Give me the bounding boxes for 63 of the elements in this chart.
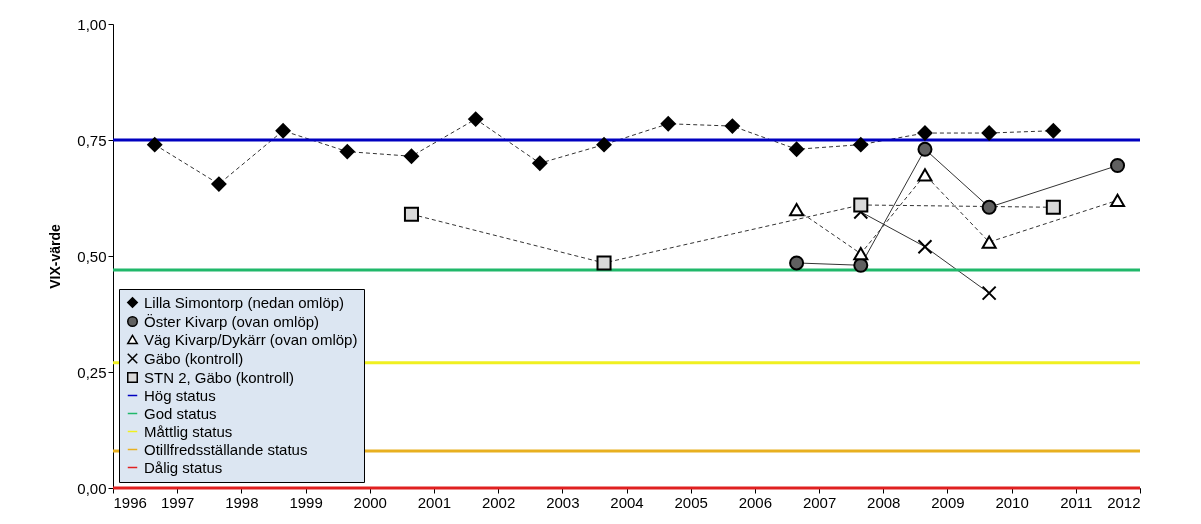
x-tick-label: 2011 — [1060, 493, 1093, 511]
legend-label: Gäbo (kontroll) — [144, 349, 244, 367]
legend-label: Lilla Simontorp (nedan omlöp) — [144, 293, 345, 311]
legend-label: Hög status — [144, 386, 216, 404]
point — [147, 137, 163, 153]
point — [596, 255, 612, 271]
x-tick-label: 2003 — [546, 493, 580, 511]
point — [789, 141, 805, 157]
point — [1045, 199, 1061, 215]
point — [981, 125, 997, 141]
point — [660, 116, 676, 132]
point — [1110, 193, 1126, 207]
legend-label: Dålig status — [144, 458, 223, 476]
x-tick-label: 2007 — [802, 493, 837, 511]
x-tick-label: 1998 — [225, 493, 259, 511]
legend-label: Måttlig status — [144, 422, 233, 440]
point — [853, 247, 869, 261]
point — [917, 141, 933, 157]
point — [789, 202, 805, 217]
y-tick-label: 0,25 — [77, 363, 107, 381]
y-tick-label: 0,50 — [77, 247, 107, 265]
x-tick-label: 2002 — [481, 493, 516, 511]
legend-label: Väg Kivarp/Dykärr (ovan omlöp) — [144, 330, 358, 348]
point — [917, 125, 933, 141]
point — [468, 111, 484, 127]
point — [981, 285, 997, 301]
point — [596, 137, 612, 153]
point — [853, 137, 869, 153]
point — [532, 155, 548, 171]
x-tick-label: 2012 — [1107, 493, 1141, 511]
x-tick-label: 2000 — [353, 493, 387, 511]
x-tick-label: 1999 — [289, 493, 323, 511]
x-tick-label: 2008 — [867, 493, 901, 511]
point — [789, 255, 805, 271]
point — [981, 235, 997, 249]
y-tick-label: 1,00 — [77, 15, 107, 33]
x-tick-label: 2009 — [931, 493, 965, 511]
point — [917, 168, 933, 182]
point — [853, 197, 869, 213]
x-tick-label: 2004 — [610, 493, 644, 511]
point — [724, 118, 740, 134]
point — [275, 123, 291, 139]
point — [403, 206, 419, 222]
point — [917, 239, 933, 255]
y-tick-label: 0,75 — [77, 131, 107, 149]
point — [403, 148, 419, 164]
point — [981, 199, 997, 215]
x-tick-label: 1997 — [161, 493, 195, 511]
point — [211, 176, 227, 192]
ref-line-label: Otillfredsställande status — [144, 440, 308, 458]
x-tick-label: 2006 — [738, 493, 773, 511]
point — [339, 144, 355, 160]
legend-label: Öster Kivarp (ovan omlöp) — [144, 312, 320, 330]
x-tick-label: 2001 — [417, 493, 452, 511]
point — [1045, 123, 1061, 139]
y-tick-label: 0,00 — [77, 479, 107, 497]
y-axis-title: VIX-värde — [47, 224, 64, 289]
point — [1110, 158, 1126, 174]
legend-label: God status — [144, 404, 217, 422]
x-tick-label: 2005 — [674, 493, 708, 511]
x-tick-label: 1996 — [113, 493, 147, 511]
legend-label: STN 2, Gäbo (kontroll) — [144, 368, 295, 386]
x-tick-label: 2010 — [995, 493, 1029, 511]
